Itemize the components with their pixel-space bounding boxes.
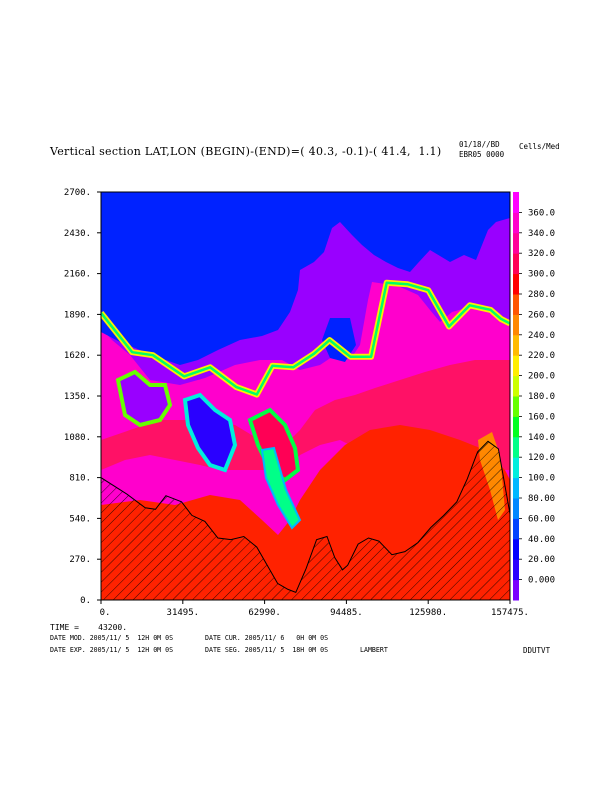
colorbar-swatch bbox=[513, 294, 519, 315]
x-tick-label: 94485. bbox=[330, 608, 363, 618]
date-exp: DATE EXP. 2005/11/ 5 12H 0M 0S bbox=[50, 646, 174, 654]
colorbar-swatch bbox=[513, 396, 519, 417]
projection-label: LAMBERT bbox=[360, 646, 388, 654]
colorbar-label: 220.0 bbox=[528, 351, 555, 361]
colorbar-label: 60.00 bbox=[528, 514, 555, 524]
colorbar-swatch bbox=[513, 232, 519, 254]
top-blue-region bbox=[101, 192, 510, 365]
x-tick-label: 0. bbox=[100, 608, 111, 618]
y-tick-label: 1620. bbox=[64, 351, 91, 361]
y-tick-label: 1890. bbox=[64, 310, 91, 320]
program-label: DDUTVT bbox=[523, 646, 551, 655]
x-tick-label: 157475. bbox=[491, 608, 529, 618]
colorbar-swatch bbox=[513, 518, 519, 540]
colorbar-swatch bbox=[513, 457, 519, 479]
colorbar-label: 300.0 bbox=[528, 270, 555, 280]
colorbar-swatch bbox=[513, 498, 519, 519]
green-pocket-left bbox=[115, 369, 173, 428]
colorbar-label: 120.0 bbox=[528, 453, 555, 463]
colorbar: 0.000 20.00 40.00 60.00 80.00 100.0 120.0 140.0… bbox=[513, 192, 555, 601]
colorbar-swatch bbox=[513, 579, 519, 601]
colorbar-label: 180.0 bbox=[528, 392, 555, 402]
cyan-pocket-center bbox=[182, 392, 238, 473]
units-label: Cells/Med bbox=[519, 142, 560, 151]
colorbar-label: 40.00 bbox=[528, 535, 555, 545]
terrain-hatch bbox=[101, 440, 510, 600]
experiment-label: EBR05 0000 bbox=[459, 150, 505, 159]
date-cur: DATE CUR. 2005/11/ 6 0H 0M 0S bbox=[205, 634, 329, 642]
colorbar-label: 20.00 bbox=[528, 555, 555, 565]
y-tick-label: 270. bbox=[69, 555, 91, 565]
colorbar-swatch bbox=[513, 273, 519, 295]
y-tick-label: 540. bbox=[69, 514, 91, 524]
x-axis: 0. 31495. 62990. 94485. 125980. 157475. bbox=[100, 600, 529, 618]
colorbar-swatch bbox=[513, 253, 519, 275]
colorbar-label: 80.00 bbox=[528, 494, 555, 504]
date-stamp: 01/18//BD bbox=[459, 140, 500, 149]
colorbar-swatch bbox=[513, 355, 519, 377]
colorbar-label: 320.0 bbox=[528, 249, 555, 259]
y-tick-label: 1350. bbox=[64, 392, 91, 402]
date-mod: DATE MOD. 2005/11/ 5 12H 0M 0S bbox=[50, 634, 174, 642]
time-label: TIME = 43200. bbox=[50, 623, 128, 632]
colorbar-swatch bbox=[513, 538, 519, 560]
chart-title: Vertical section LAT,LON (BEGIN)-(END)=(… bbox=[50, 145, 442, 158]
colorbar-label: 240.0 bbox=[528, 331, 555, 341]
colorbar-swatch bbox=[513, 375, 519, 397]
y-tick-label: 810. bbox=[69, 474, 91, 484]
colorbar-label: 100.0 bbox=[528, 474, 555, 484]
y-tick-label: 2160. bbox=[64, 270, 91, 280]
colorbar-label: 200.0 bbox=[528, 372, 555, 382]
colorbar-swatch bbox=[513, 436, 519, 458]
colorbar-label: 140.0 bbox=[528, 433, 555, 443]
colorbar-swatch bbox=[513, 477, 519, 499]
colorbar-label: 260.0 bbox=[528, 310, 555, 320]
date-seg: DATE SEG. 2005/11/ 5 18H 0M 0S bbox=[205, 646, 329, 654]
colorbar-swatch bbox=[513, 416, 519, 438]
cyan-streak bbox=[260, 446, 302, 530]
colorbar-label: 280.0 bbox=[528, 290, 555, 300]
colorbar-label: 360.0 bbox=[528, 208, 555, 218]
top-boundary-isoline-core bbox=[101, 281, 510, 396]
colorbar-swatch bbox=[513, 334, 519, 356]
colorbar-label: 340.0 bbox=[528, 229, 555, 239]
colorbar-swatch bbox=[513, 192, 519, 213]
colorbar-swatch bbox=[513, 314, 519, 336]
y-tick-label: 2700. bbox=[64, 188, 91, 198]
colorbar-swatch bbox=[513, 212, 519, 234]
y-tick-label: 1080. bbox=[64, 433, 91, 443]
colorbar-label: 160.0 bbox=[528, 412, 555, 422]
y-axis: 0. 270. 540. 810. 1080. 1350. 1620. 1890. 2160. 2… bbox=[64, 188, 101, 606]
x-tick-label: 62990. bbox=[248, 608, 281, 618]
y-tick-label: 0. bbox=[80, 596, 91, 606]
colorbar-swatch bbox=[513, 559, 519, 581]
x-tick-label: 125980. bbox=[409, 608, 447, 618]
colorbar-label: 0.000 bbox=[528, 576, 555, 586]
y-tick-label: 2430. bbox=[64, 229, 91, 239]
x-tick-label: 31495. bbox=[167, 608, 200, 618]
